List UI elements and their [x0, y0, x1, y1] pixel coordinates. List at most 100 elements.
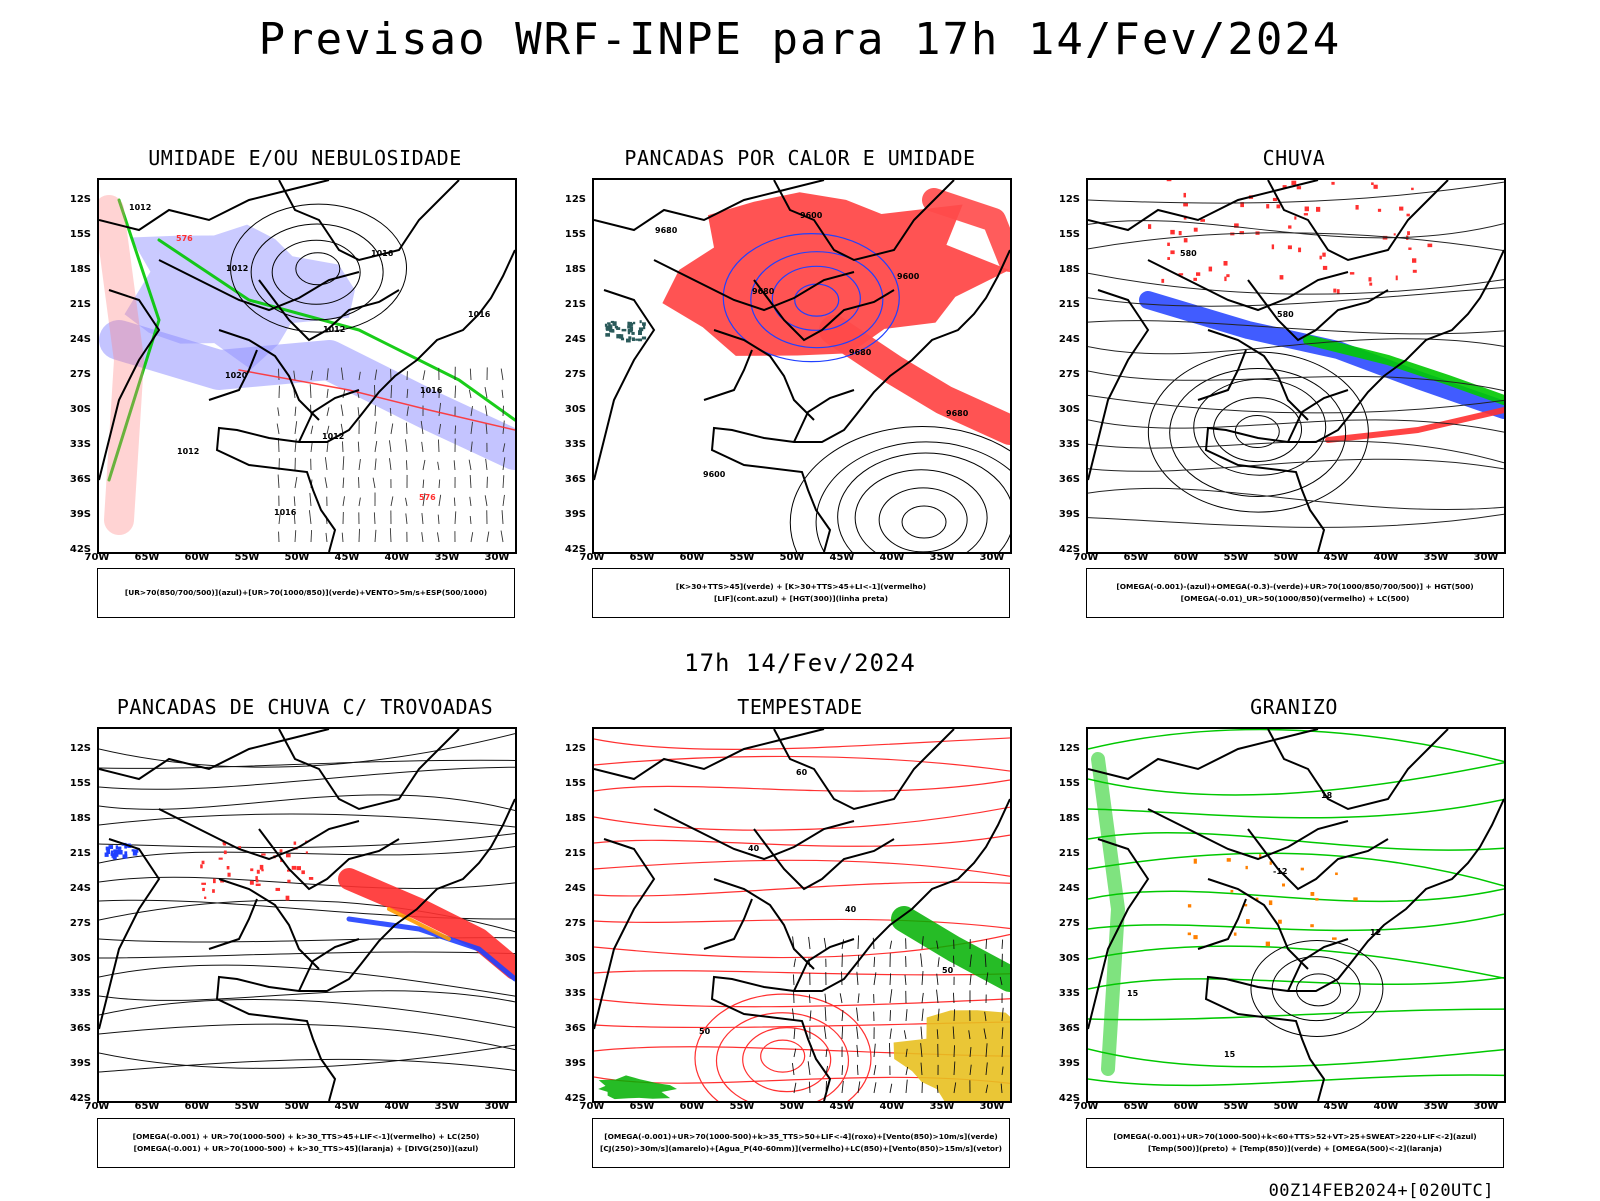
hgt300-contour: [879, 488, 967, 552]
longitude-tick-label: 65W: [625, 1101, 659, 1112]
wind-vector: [470, 497, 471, 506]
divg250-blue-speckle: [106, 849, 110, 854]
thunderstorm-red-speckle: [204, 897, 206, 899]
rain-red-speckle: [1394, 233, 1396, 235]
latitude-tick-label: 18S: [65, 264, 91, 275]
wind-vector: [327, 407, 329, 416]
wind-vector: [874, 957, 875, 967]
streamline: [1088, 514, 1504, 527]
weather-map-panel: [97, 727, 517, 1103]
hgt300-contour: [855, 470, 987, 552]
longitude-tick-label: 55W: [1219, 552, 1253, 563]
map-canvas: 1012101210121016101210161016101610201012…: [99, 180, 515, 552]
kindex-verde-speckle: [607, 322, 611, 324]
wind-vector: [423, 370, 425, 380]
wind-vector: [423, 460, 425, 470]
country-border: [704, 350, 752, 400]
latitude-tick-label: 12S: [560, 194, 586, 205]
thunderstorm-red-speckle: [260, 865, 264, 870]
wind-vector: [343, 496, 345, 506]
wind-vector: [501, 369, 503, 380]
wind-vector: [890, 989, 892, 1003]
longitude-tick-label: 50W: [775, 552, 809, 563]
rain-red-speckle: [1396, 276, 1398, 281]
wind-vector: [422, 532, 423, 542]
wind-vector: [470, 516, 471, 524]
wind-vector: [295, 407, 296, 416]
contour-value-label: 9680: [655, 226, 678, 235]
streamline: [1088, 441, 1504, 463]
rain-red-speckle: [1209, 267, 1212, 272]
wind-vector: [470, 475, 471, 488]
omega500-orange-speckle: [1246, 866, 1248, 869]
longitude-tick-label: 30W: [975, 1101, 1009, 1112]
longitude-tick-label: 60W: [1169, 1101, 1203, 1112]
divg250-blue-speckle: [134, 849, 138, 852]
wind-vector: [455, 386, 456, 398]
wind-vector: [278, 369, 279, 380]
wind-vector: [325, 477, 327, 488]
panel-title: TEMPESTADE: [572, 695, 1028, 719]
wind-vector: [375, 405, 376, 416]
map-legend: [K>30+TTS>45](verde) + [K>30+TTS>45+LI<-…: [592, 568, 1010, 618]
longitude-tick-label: 40W: [380, 552, 414, 563]
latitude-tick-label: 27S: [1054, 369, 1080, 380]
main-title: Previsao WRF-INPE para 17h 14/Fev/2024: [0, 14, 1600, 65]
rain-red-speckle: [1337, 289, 1340, 294]
contour-value-label: 1012: [226, 264, 248, 273]
wind-vector: [503, 495, 504, 506]
legend-text: [CJ(250)>30m/s](amarelo)+[Agua_P(40-60mm…: [593, 1143, 1009, 1155]
wind-vector: [794, 1029, 795, 1039]
wind-vector: [358, 477, 359, 488]
longitude-tick-label: 45W: [825, 1101, 859, 1112]
rain-red-speckle: [1408, 248, 1411, 250]
streamline: [1088, 221, 1504, 238]
rain-red-speckle: [1170, 250, 1174, 254]
longitude-tick-label: 50W: [1269, 552, 1303, 563]
wind-vector: [824, 938, 826, 949]
wind-vector: [954, 1009, 955, 1021]
precipitable-water-contour: [594, 919, 1010, 928]
thunderstorm-red-speckle: [257, 870, 260, 874]
rain-red-speckle: [1320, 256, 1322, 260]
rain-red-speckle: [1350, 272, 1354, 274]
omega500-orange-speckle: [1282, 884, 1285, 887]
wind-vector: [455, 511, 456, 524]
streamline: [99, 834, 515, 848]
wind-vector: [793, 974, 794, 985]
rain-red-speckle: [1371, 182, 1374, 185]
latitude-tick-label: 27S: [65, 918, 91, 929]
kindex-verde-speckle: [638, 330, 642, 335]
rain-red-speckle: [1184, 193, 1187, 198]
longitude-tick-label: 45W: [825, 552, 859, 563]
streamline: [99, 767, 515, 789]
longitude-tick-label: 30W: [975, 552, 1009, 563]
wind-vector: [502, 510, 503, 524]
omega500-orange-speckle: [1234, 933, 1237, 936]
wind-vector: [890, 973, 891, 985]
longitude-tick-label: 45W: [330, 552, 364, 563]
wind-vector: [921, 953, 922, 967]
latitude-tick-label: 33S: [1054, 439, 1080, 450]
wind-vector: [358, 407, 359, 416]
wind-vector: [389, 440, 391, 452]
wind-vector: [890, 941, 892, 949]
thunderstorm-red-speckle: [261, 869, 263, 871]
wind-vector: [406, 423, 407, 434]
thunderstorm-red-speckle: [280, 849, 283, 852]
latitude-tick-label: 18S: [560, 813, 586, 824]
latitude-tick-label: 30S: [65, 953, 91, 964]
rain-red-speckle: [1167, 243, 1170, 246]
rain-red-speckle: [1148, 224, 1151, 229]
wind-vector: [922, 1009, 923, 1021]
kindex-verde-speckle: [613, 323, 615, 326]
wind-vector: [406, 439, 407, 452]
wind-vector: [809, 995, 810, 1003]
divg250-blue-speckle: [118, 847, 122, 850]
country-border: [299, 939, 359, 991]
thunderstorm-red-speckle: [292, 866, 297, 870]
wind-vector: [406, 513, 407, 524]
